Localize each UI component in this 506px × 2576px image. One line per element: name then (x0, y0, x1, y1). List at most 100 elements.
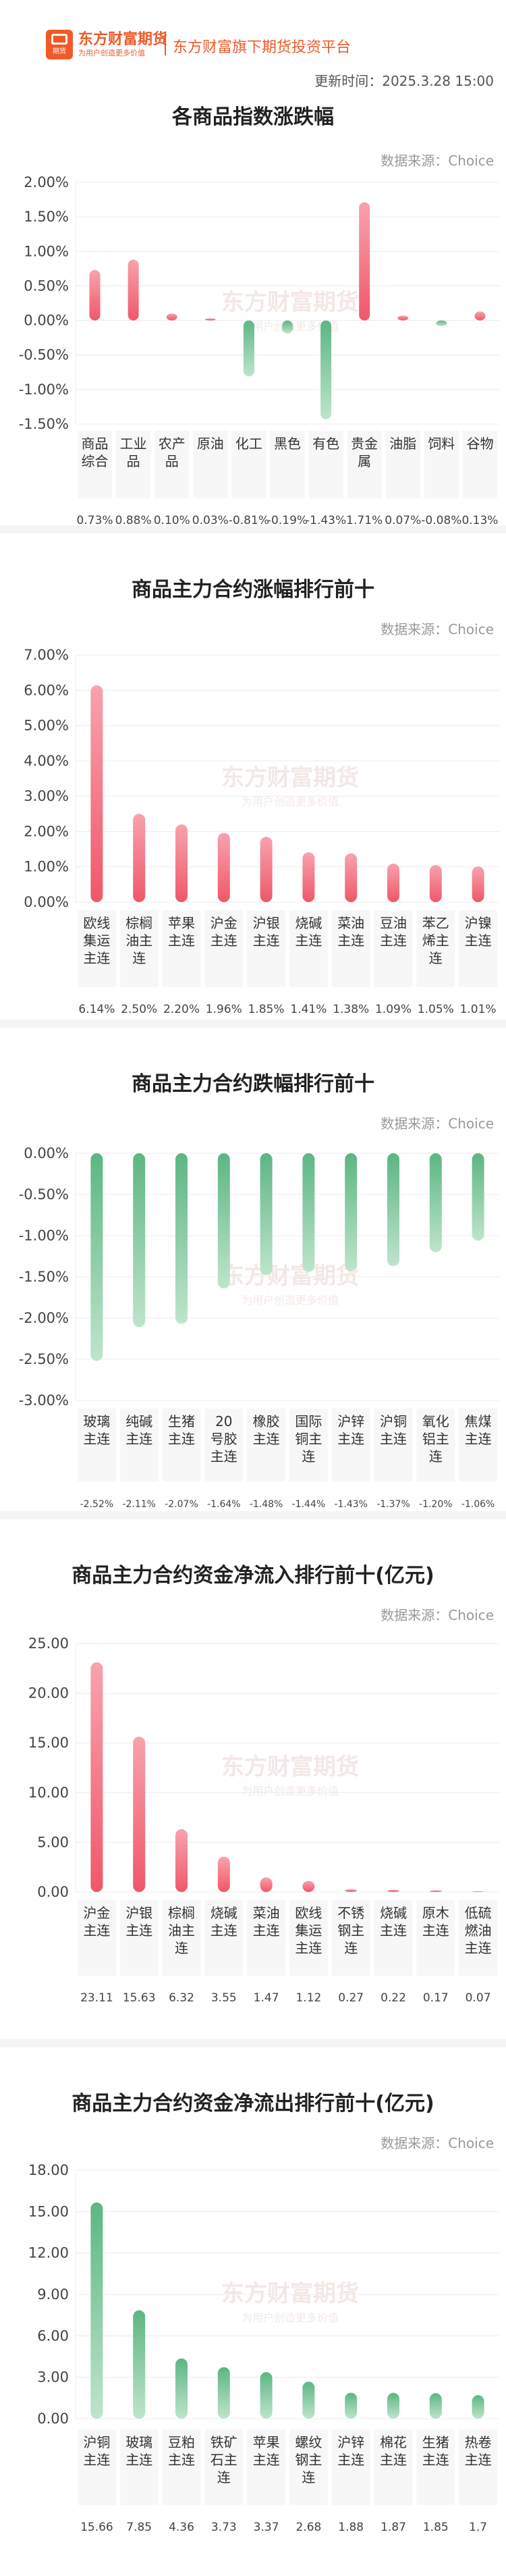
category-label: 铜主 (295, 1431, 322, 1447)
category-label: 20 (215, 1413, 232, 1429)
category-cell (204, 1409, 244, 1481)
category-label: 棉花 (380, 2434, 407, 2450)
y-tick-label: 0.00% (24, 1145, 69, 1161)
chart-title: 各商品指数涨跌幅 (172, 105, 334, 129)
y-tick-label: 25.00 (28, 1635, 69, 1652)
category-cell (459, 1409, 497, 1481)
category-label: 原油 (197, 436, 224, 452)
update-time-label: 更新时间： (314, 73, 383, 89)
bar (472, 2395, 484, 2419)
category-label: 豆粕 (168, 2434, 195, 2450)
value-label: 1.12 (296, 1991, 321, 2005)
category-cell (385, 431, 420, 498)
value-label: 1.85 (423, 2521, 449, 2534)
category-cell (462, 431, 497, 498)
bar (204, 318, 216, 321)
bar (260, 1153, 273, 1276)
category-label: 焦煤 (465, 1413, 492, 1429)
category-label: 主连 (210, 1922, 237, 1939)
category-cell (424, 431, 459, 498)
value-label: -1.37% (376, 1499, 410, 1510)
watermark: 东方财富期货 (221, 764, 359, 791)
category-label: 主连 (380, 2452, 407, 2468)
watermark: 东方财富期货 (221, 289, 359, 316)
logo-tagline: 为用户创造更多价值 (78, 49, 145, 57)
category-cell (374, 910, 413, 987)
bar (217, 1153, 230, 1289)
category-label: 沪铜 (380, 1413, 407, 1429)
category-label: 连 (344, 1940, 358, 1956)
chart-title: 商品主力合约资金净流入排行前十(亿元) (72, 1564, 434, 1587)
category-label: 热卷 (465, 2434, 492, 2450)
bar (345, 1153, 358, 1271)
bar (429, 1153, 442, 1253)
category-label: 主连 (83, 2452, 110, 2468)
value-label: 2.68 (296, 2521, 321, 2534)
y-tick-label: -3.00% (19, 1392, 69, 1409)
category-label: 豆油 (380, 915, 407, 931)
bar (302, 1881, 315, 1892)
category-label: 主连 (168, 1431, 195, 1447)
category-cell (119, 910, 159, 987)
value-label: 1.85% (248, 1003, 285, 1016)
y-tick-label: 0.00 (37, 1884, 69, 1900)
update-time: 更新时间：2025.3.28 15:00 (314, 70, 494, 90)
category-label: 主连 (253, 2452, 280, 2468)
bar (217, 1856, 230, 1892)
value-label: -2.07% (165, 1499, 198, 1510)
bar (320, 320, 332, 419)
platform-name: 东方财富旗下期货投资平台 (173, 39, 352, 56)
section-separator (0, 2039, 506, 2047)
chart-title: 商品主力合约资金净流出排行前十(亿元) (72, 2092, 434, 2115)
category-label: 主连 (380, 932, 407, 949)
value-label: 15.66 (80, 2521, 113, 2534)
value-label: 1.41% (290, 1003, 327, 1016)
value-label: 1.87 (381, 2521, 406, 2534)
value-label: 4.36 (169, 2521, 194, 2534)
value-label: 1.71% (346, 514, 383, 527)
category-label: 主连 (337, 2452, 364, 2468)
bar (90, 1662, 103, 1892)
logo-name: 东方财富期货 (78, 31, 168, 48)
y-tick-label: 5.00 (37, 1834, 69, 1850)
category-label: 化工 (235, 436, 262, 452)
category-cell (78, 1900, 116, 1976)
value-label: -1.06% (461, 1499, 495, 1510)
category-label: 工业 (120, 436, 147, 452)
y-tick-label: -0.50% (19, 347, 69, 363)
category-label: 属 (358, 453, 371, 469)
y-tick-label: 5.00% (24, 718, 69, 734)
y-tick-label: 2.00% (24, 174, 69, 190)
y-tick-label: -2.00% (19, 1310, 69, 1326)
update-time-value: 2025.3.28 15:00 (382, 73, 494, 89)
category-cell (416, 910, 455, 987)
bar (133, 1736, 146, 1892)
value-label: -1.44% (292, 1499, 326, 1510)
bar (345, 1889, 358, 1892)
category-label: 玻璃 (125, 2434, 152, 2450)
value-label: 0.22 (381, 1991, 406, 2005)
bar (217, 833, 230, 902)
category-label: 号胶 (210, 1431, 237, 1447)
category-label: 主连 (253, 1922, 280, 1939)
watermark-sub: 为用户创造更多价值 (242, 1294, 339, 1307)
category-label: 棕榈 (168, 1905, 195, 1921)
watermark-sub: 为用户创造更多价值 (242, 795, 339, 808)
y-tick-label: 0.00% (24, 894, 69, 910)
y-tick-label: 10.00 (28, 1785, 69, 1801)
category-label: 主连 (337, 932, 364, 949)
bar (387, 864, 399, 902)
category-label: 主连 (168, 2452, 195, 2468)
category-cell (374, 2429, 413, 2505)
bar (282, 320, 293, 334)
y-tick-label: -1.50% (19, 1269, 69, 1285)
value-label: 1.01% (460, 1003, 497, 1016)
category-label: 油脂 (389, 436, 416, 452)
category-cell (374, 1409, 413, 1481)
category-cell (162, 910, 201, 987)
bar (133, 1153, 146, 1328)
watermark-sub: 为用户创造更多价值 (242, 1785, 339, 1797)
category-label: 铁矿 (210, 2434, 237, 2450)
category-label: 品 (127, 453, 140, 469)
